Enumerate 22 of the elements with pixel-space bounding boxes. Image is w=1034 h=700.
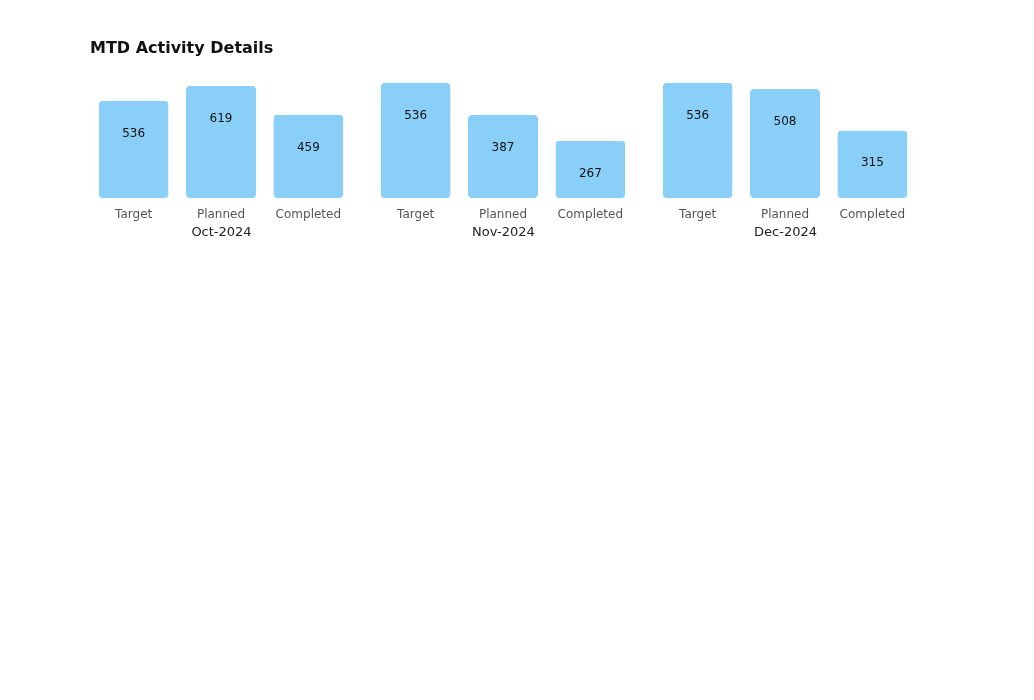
x-axis-title: Oct-2024 — [191, 223, 252, 239]
x-tick-label: Planned — [760, 206, 810, 221]
x-axis-title: Dec-2024 — [754, 223, 817, 239]
x-tick-label: Planned — [478, 206, 528, 221]
x-tick-label: Target — [396, 206, 435, 221]
data-label: 508 — [773, 114, 797, 129]
x-axis-title: Nov-2024 — [472, 223, 535, 239]
x-tick-label: Target — [678, 206, 717, 221]
x-tick-label: Completed — [557, 206, 624, 221]
data-label: 536 — [686, 108, 710, 122]
data-label: 267 — [578, 165, 602, 180]
data-label: 315 — [860, 155, 884, 170]
data-label: 536 — [122, 125, 146, 140]
data-label: 459 — [296, 139, 320, 154]
data-label: 619 — [209, 110, 233, 125]
chart-title: MTD Activity Details — [90, 38, 274, 57]
x-tick-label: Planned — [196, 206, 246, 221]
x-tick-label: Completed — [275, 206, 342, 221]
x-tick-label: Completed — [839, 206, 906, 221]
x-tick-label: Target — [114, 206, 153, 221]
data-label: 536 — [404, 108, 428, 122]
data-label: 387 — [491, 139, 515, 154]
